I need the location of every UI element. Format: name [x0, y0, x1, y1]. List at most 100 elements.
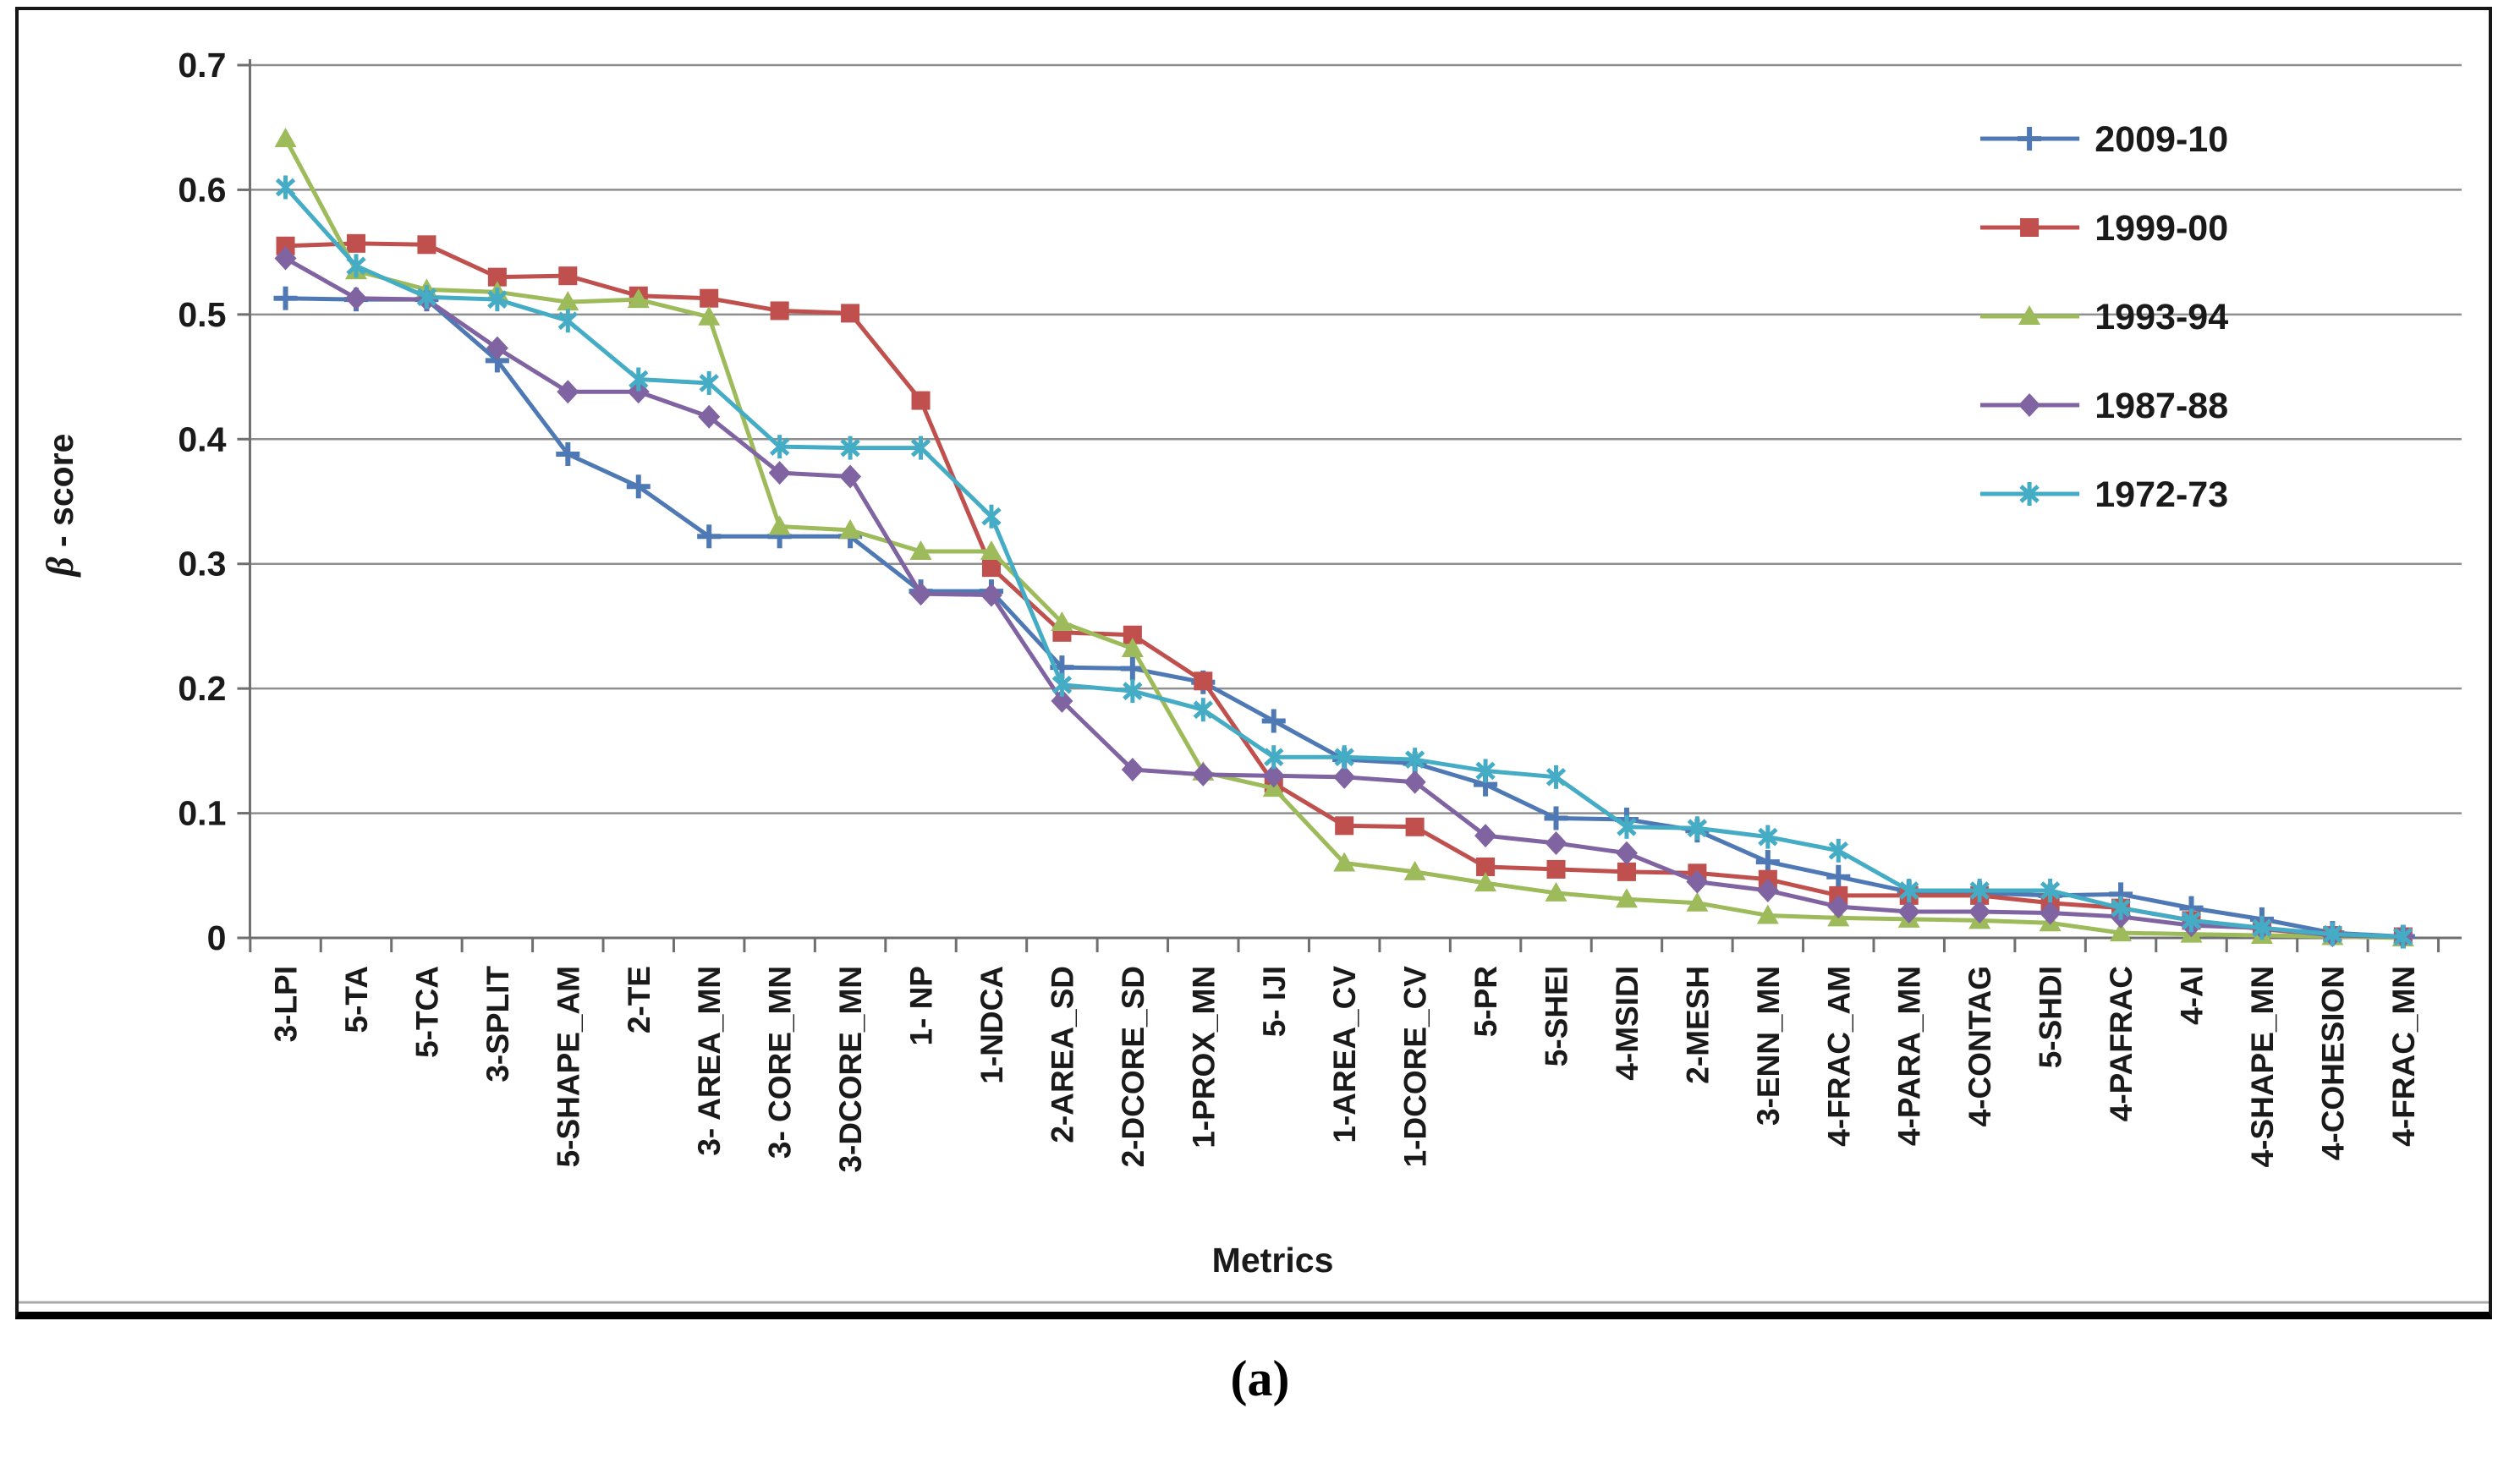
triangle-marker	[698, 305, 721, 326]
square-marker	[770, 301, 789, 321]
legend-item: 1972-73	[1979, 474, 2228, 515]
star-marker	[1123, 682, 1143, 700]
star-marker	[557, 311, 579, 331]
x-category-label: 4-FRAC_MN	[2385, 966, 2421, 1147]
diamond-marker	[1474, 824, 1497, 848]
x-category-label: 4-MSIDI	[1609, 966, 1644, 1081]
x-category-label: 4-AI	[2173, 966, 2209, 1025]
x-category-label: 3-SPLIT	[480, 966, 515, 1083]
y-tick-label: 0.1	[178, 794, 226, 833]
diamond-marker	[2039, 901, 2062, 925]
star-marker	[1545, 767, 1567, 787]
star-marker	[1969, 881, 1990, 900]
star-marker	[275, 178, 296, 197]
x-category-label: 3-DCORE_MN	[832, 966, 868, 1173]
x-category-label: 4-FRAC_AM	[1820, 966, 1856, 1147]
square-marker	[911, 391, 931, 410]
diamond-marker	[698, 404, 721, 429]
diamond-marker	[1333, 765, 1356, 789]
series-1999-00	[276, 233, 2413, 946]
x-category-label: 1-PROX_MN	[1185, 966, 1221, 1148]
x-category-label: 5- IJI	[1256, 966, 1292, 1037]
legend-label: 2009-10	[2095, 119, 2228, 160]
legend-item: 1987-88	[1979, 386, 2228, 426]
triangle-marker	[768, 515, 791, 535]
triangle-marker	[2018, 305, 2041, 325]
legend-item: 2009-10	[1979, 119, 2228, 160]
star-marker	[769, 437, 790, 456]
diamond-marker	[1051, 688, 1073, 713]
star-marker	[487, 290, 508, 310]
x-category-label: 1-NDCA	[974, 966, 1009, 1084]
star-marker	[2252, 918, 2272, 938]
square-marker	[1546, 859, 1566, 879]
x-category-label: 2-TE	[621, 966, 656, 1033]
legend: 2009-10 1999-00 1993-94 1987-88 1972-73	[1979, 119, 2228, 515]
diamond-marker	[486, 336, 508, 360]
y-tick-labels: 0 0.1 0.2 0.3 0.4 0.5 0.6 0.7	[178, 46, 226, 957]
line-chart: 0 0.1 0.2 0.3 0.4 0.5 0.6 0.7 3-LPI 5-TA 5-TCA 3-SP…	[19, 46, 2489, 1304]
y-tick-label: 0	[207, 918, 227, 957]
star-marker	[629, 370, 649, 389]
triangle-marker	[980, 540, 1002, 560]
square-marker	[981, 558, 1001, 578]
square-marker	[1476, 857, 1496, 876]
y-tick-label: 0.5	[178, 295, 226, 334]
diamond-marker	[1897, 900, 1920, 924]
star-marker	[840, 438, 860, 458]
square-marker	[700, 288, 719, 308]
triangle-marker	[1686, 891, 1709, 912]
star-marker	[2111, 898, 2131, 918]
triangle-marker	[274, 127, 297, 147]
square-marker	[487, 267, 507, 287]
x-category-label: 5-TCA	[409, 966, 444, 1058]
triangle-marker	[1403, 860, 1426, 880]
triangle-marker	[557, 291, 579, 311]
x-category-label: 4-CONTAG	[1962, 966, 1997, 1126]
star-marker	[1617, 817, 1637, 836]
star-marker	[1758, 827, 1778, 847]
diamond-marker	[1121, 757, 1144, 781]
square-marker	[841, 304, 860, 323]
x-category-label: 5-SHDI	[2033, 966, 2068, 1068]
series-line	[283, 296, 2406, 940]
x-category-label: 2-AREA_SD	[1044, 966, 1079, 1143]
diamond-marker	[274, 246, 297, 271]
star-marker	[2019, 485, 2040, 503]
x-category-label: 3- CORE_MN	[762, 966, 798, 1159]
square-marker	[346, 233, 366, 253]
x-category-label: 3-ENN_MN	[1750, 966, 1786, 1126]
star-marker	[1899, 881, 1919, 900]
x-category-label: 5-TA	[338, 966, 374, 1033]
x-category-label: 5-SHAPE_AM	[550, 966, 585, 1167]
diamond-marker	[980, 583, 1002, 607]
star-marker	[416, 288, 437, 307]
star-marker	[981, 507, 1002, 526]
square-marker	[276, 236, 295, 255]
x-category-label: 1-AREA_CV	[1326, 966, 1362, 1143]
x-category-label: 4-PAFRAC	[2103, 966, 2138, 1121]
star-marker	[1193, 700, 1213, 720]
y-tick-label: 0.2	[178, 669, 226, 708]
axes	[237, 59, 2462, 952]
triangle-marker	[1121, 637, 1144, 657]
x-category-label: 2-MESH	[1679, 966, 1715, 1084]
x-category-label: 5-PR	[1468, 966, 1503, 1037]
diamond-marker	[1545, 830, 1567, 855]
axis-title-y: β - score	[39, 434, 81, 578]
y-tick-label: 0.4	[178, 419, 226, 458]
square-marker	[1194, 671, 1213, 691]
diamond-marker	[2018, 393, 2041, 417]
diamond-marker	[768, 461, 791, 485]
star-marker	[2393, 927, 2413, 946]
y-tick-label: 0.3	[178, 545, 226, 584]
triangle-marker	[1051, 611, 1073, 632]
x-category-label: 4-COHESION	[2314, 966, 2350, 1160]
star-marker	[2040, 881, 2061, 900]
x-category-labels: 3-LPI 5-TA 5-TCA 3-SPLIT 5-SHAPE_AM 2-TE 3- AR…	[268, 966, 2421, 1173]
legend-item: 1999-00	[1979, 208, 2228, 249]
axis-title-x: Metrics	[1212, 1241, 1334, 1280]
triangle-marker	[1545, 881, 1567, 902]
legend-item: 1993-94	[1979, 297, 2228, 337]
triangle-marker	[627, 288, 650, 309]
